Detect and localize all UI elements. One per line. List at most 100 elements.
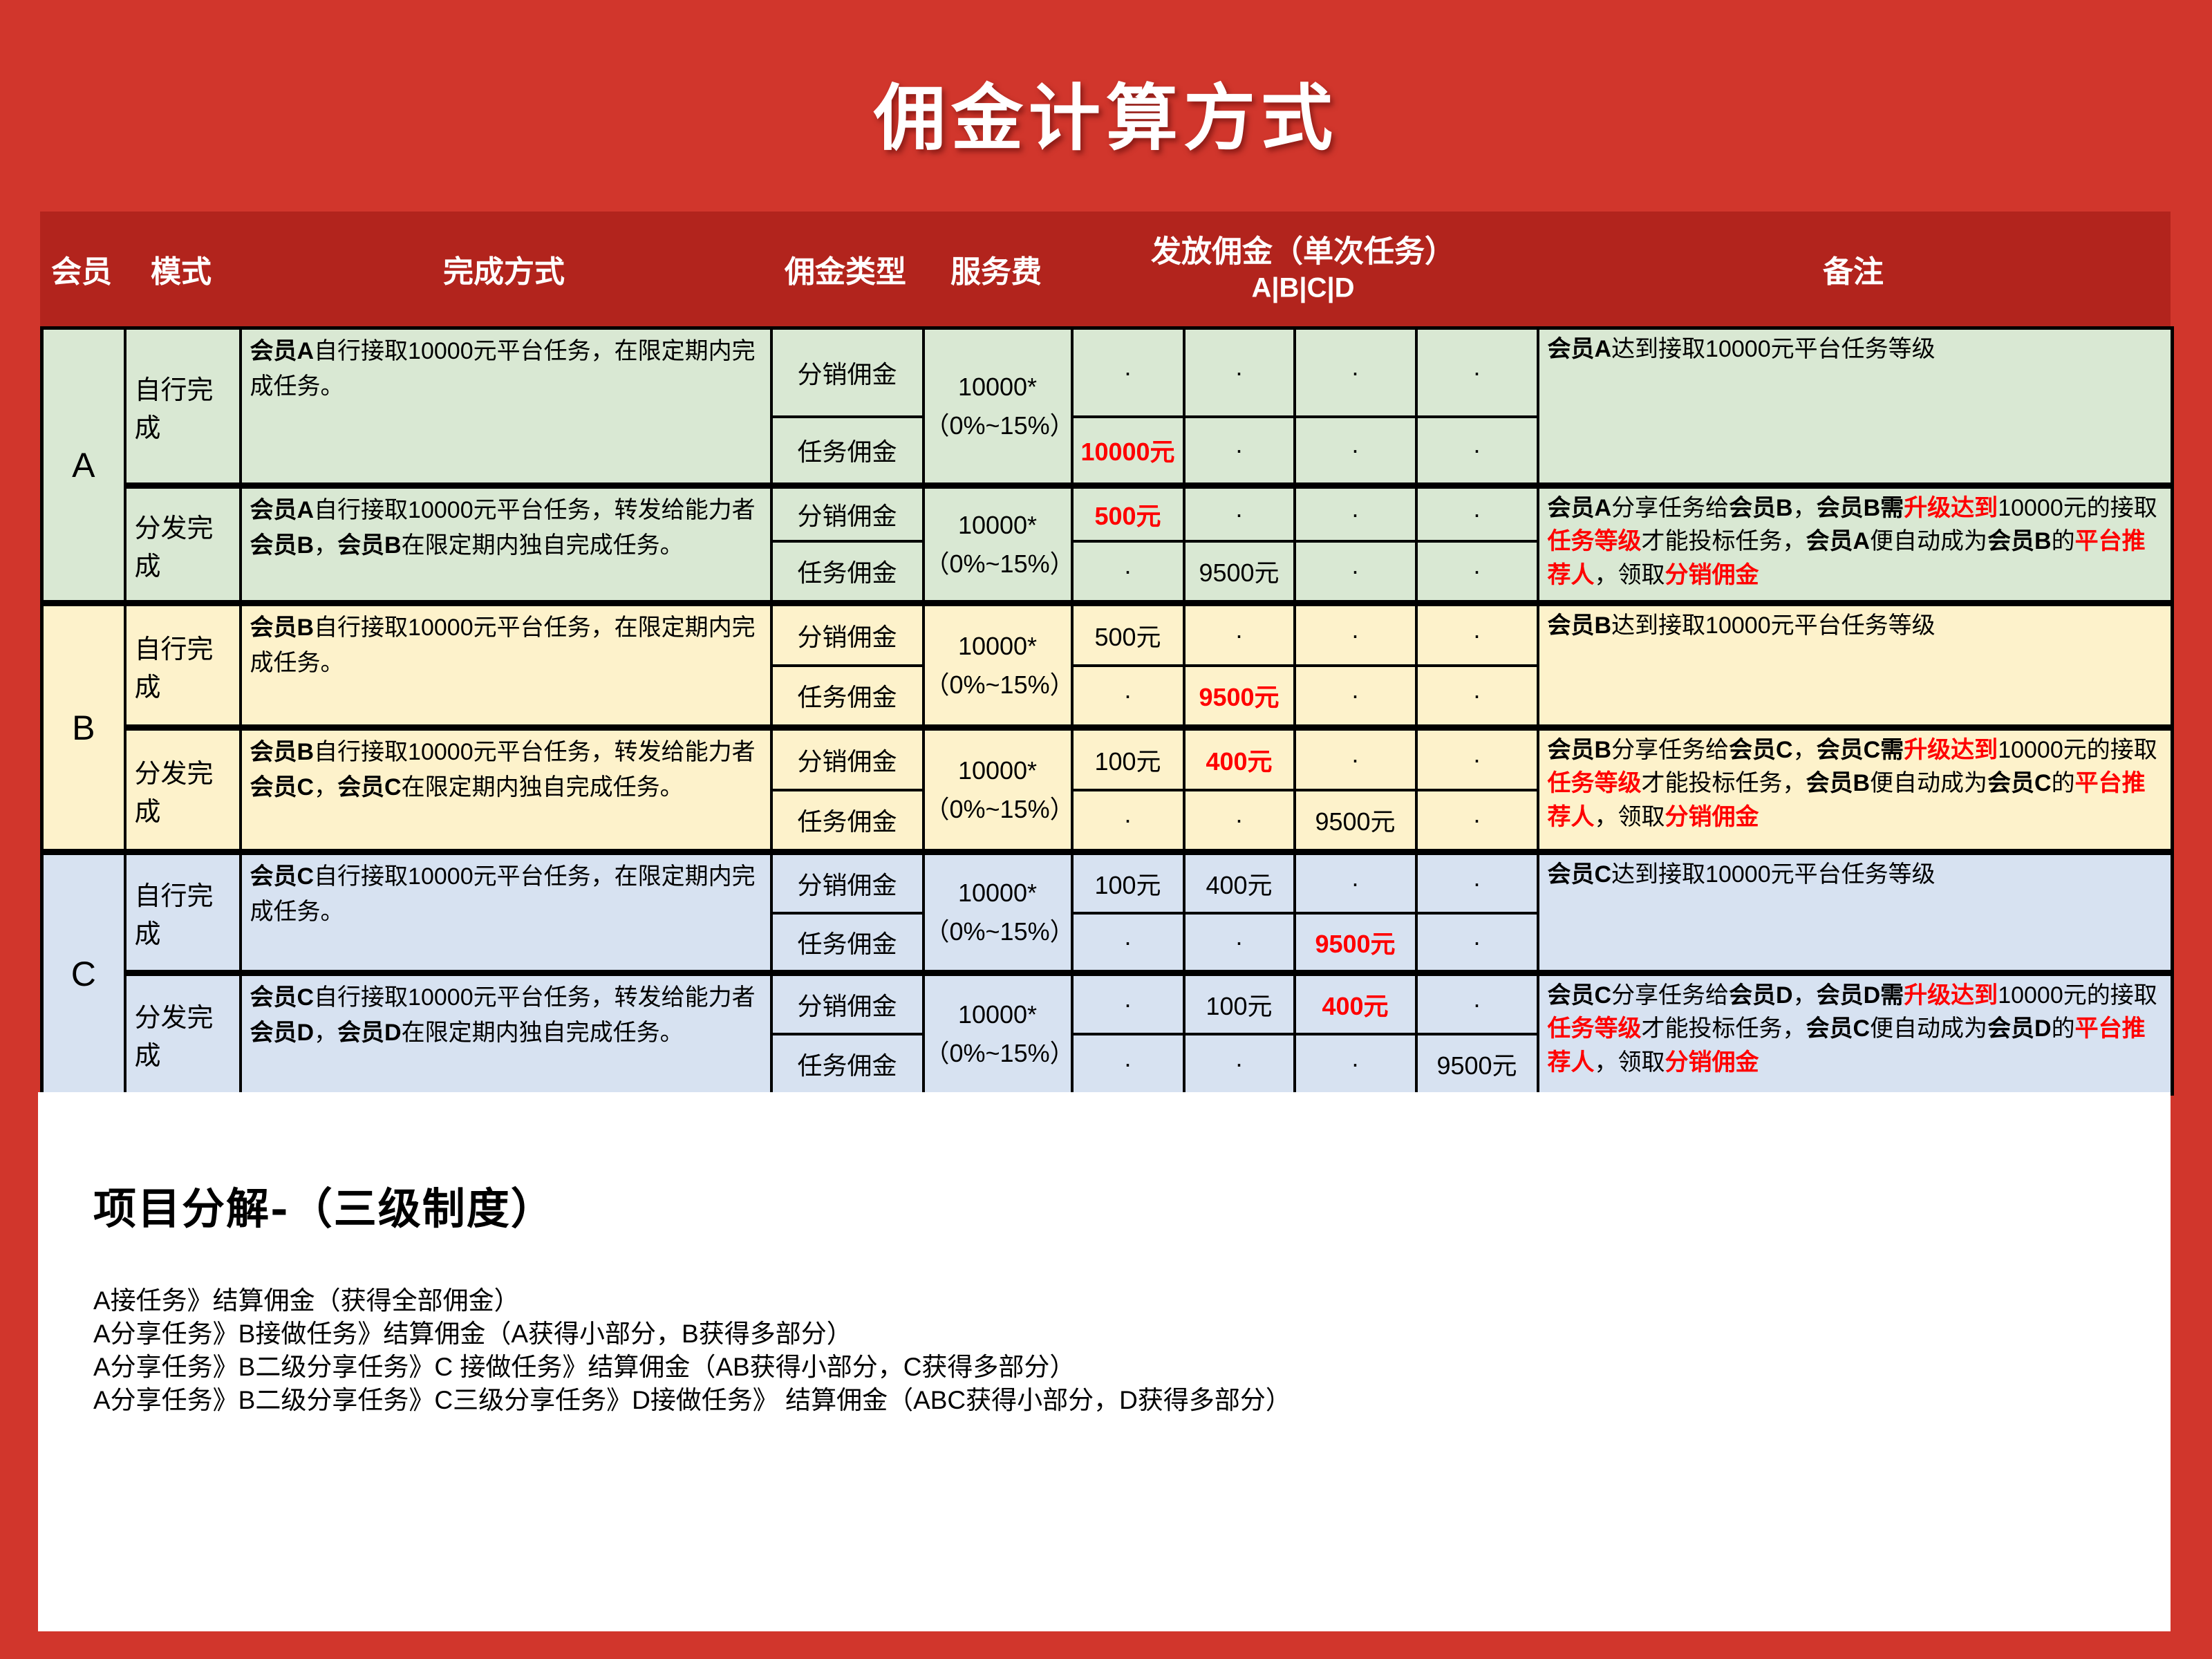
payout-cell-a: ·	[1070, 664, 1185, 729]
commission-type-cell: 任务佣金	[769, 1032, 925, 1096]
desc-cell: 会员B自行接取10000元平台任务，在限定期内完成任务。	[238, 600, 773, 729]
commission-type-cell: 分销佣金	[769, 724, 925, 791]
desc-cell: 会员C自行接取10000元平台任务，转发给能力者会员D，会员D在限定期内独自完成…	[238, 970, 773, 1096]
table-row: B 自行完成 会员B自行接取10000元平台任务，在限定期内完成任务。 分销佣金…	[40, 600, 2174, 854]
payout-cell-a: ·	[1070, 539, 1185, 605]
payout-cell-a: 100元	[1070, 724, 1185, 791]
mode-cell: 自行完成	[123, 849, 242, 975]
payout-cell-b: ·	[1182, 788, 1296, 854]
header-label-commission-type: 佣金类型	[785, 255, 906, 289]
payout-cell-b: ·	[1182, 600, 1296, 667]
breakdown-line: A分享任务》B二级分享任务》C 接做任务》结算佣金（AB获得小部分，C获得多部分…	[93, 1353, 1076, 1381]
payout-cell-c: ·	[1293, 849, 1418, 915]
table-row: C 自行完成 会员C自行接取10000元平台任务，在限定期内完成任务。 分销佣金…	[40, 849, 2174, 1096]
table-row: 分发完成 会员B自行接取10000元平台任务，转发给能力者会员C，会员C在限定期…	[42, 724, 2174, 854]
breakdown-line: A接任务》结算佣金（获得全部佣金）	[93, 1286, 520, 1315]
payout-cell-a: ·	[1070, 326, 1185, 418]
header-label-member: 会员	[51, 255, 112, 289]
payout-cell-a: 100元	[1070, 849, 1185, 915]
commission-table: A 自行完成 会员A自行接取10000元平台任务，在限定期内完成任务。 分销佣金…	[40, 326, 2174, 1096]
payout-cell-b: 9500元	[1182, 664, 1296, 729]
remark-cell: 会员C分享任务给会员D，会员D需升级达到10000元的接取任务等级才能投标任务，…	[1536, 970, 2174, 1096]
remark-cell: 会员B达到接取10000元平台任务等级	[1536, 600, 2174, 729]
payout-cell-b: ·	[1182, 1032, 1296, 1096]
payout-cell-d: ·	[1414, 849, 1539, 915]
desc-cell: 会员B自行接取10000元平台任务，转发给能力者会员C，会员C在限定期内独自完成…	[238, 724, 773, 854]
payout-cell-d: ·	[1414, 664, 1539, 729]
payout-cell-d: ·	[1414, 482, 1539, 543]
breakdown-line: A分享任务》B二级分享任务》C三级分享任务》D接做任务》 结算佣金（ABC获得小…	[93, 1386, 1291, 1414]
payout-cell-c: ·	[1293, 326, 1418, 418]
payout-cell-b: ·	[1182, 482, 1296, 543]
payout-cell-d: ·	[1414, 911, 1539, 975]
payout-cell-d: ·	[1414, 600, 1539, 667]
breakdown-lines: A接任务》结算佣金（获得全部佣金） A分享任务》B接做任务》结算佣金（A获得小部…	[93, 1284, 1291, 1417]
breakdown-line: A分享任务》B接做任务》结算佣金（A获得小部分，B获得多部分）	[93, 1320, 852, 1348]
payout-cell-c: ·	[1293, 664, 1418, 729]
payout-cell-c: ·	[1293, 415, 1418, 487]
payout-cell-c: 9500元	[1293, 911, 1418, 975]
service-fee-cell: 10000* （0%~15%）	[921, 600, 1074, 729]
commission-type-cell: 任务佣金	[769, 415, 925, 487]
service-fee-cell: 10000* （0%~15%）	[921, 849, 1074, 975]
mode-cell: 分发完成	[123, 724, 242, 854]
payout-cell-c: ·	[1293, 1032, 1418, 1096]
header-label-method: 完成方式	[443, 255, 565, 289]
page-title: 佣金计算方式	[873, 75, 1338, 160]
payout-cell-b: 400元	[1182, 849, 1296, 915]
payout-cell-a: ·	[1070, 970, 1185, 1035]
payout-cell-b: ·	[1182, 326, 1296, 418]
member-cell-b: B	[40, 600, 126, 854]
payout-cell-c: ·	[1293, 539, 1418, 605]
payout-cell-d: ·	[1414, 970, 1539, 1035]
mode-cell: 分发完成	[123, 482, 242, 605]
desc-cell: 会员A自行接取10000元平台任务，转发给能力者会员B，会员B在限定期内独自完成…	[238, 482, 773, 605]
payout-cell-d: ·	[1414, 724, 1539, 791]
payout-cell-d: 9500元	[1414, 1032, 1539, 1096]
table-row: A 自行完成 会员A自行接取10000元平台任务，在限定期内完成任务。 分销佣金…	[40, 326, 2174, 605]
payout-cell-d: ·	[1414, 415, 1539, 487]
table-row: 任务佣金 · · 9500元 ·	[42, 788, 2173, 854]
commission-type-cell: 任务佣金	[769, 664, 925, 729]
payout-cell-a: ·	[1070, 911, 1185, 975]
header-label-remark: 备注	[1823, 255, 1884, 289]
mode-cell: 分发完成	[123, 970, 242, 1096]
commission-type-cell: 分销佣金	[769, 970, 925, 1035]
desc-cell: 会员A自行接取10000元平台任务，在限定期内完成任务。	[238, 326, 773, 487]
table-row: 任务佣金 10000元 · · ·	[42, 415, 2173, 487]
commission-type-cell: 任务佣金	[769, 539, 925, 605]
service-fee-cell: 10000* （0%~15%）	[921, 326, 1074, 487]
remark-cell: 会员B分享任务给会员C，会员C需升级达到10000元的接取任务等级才能投标任务，…	[1536, 724, 2174, 854]
table-row: 任务佣金 · · · 9500元	[42, 1032, 2173, 1096]
payout-cell-d: ·	[1414, 788, 1539, 854]
payout-cell-c: ·	[1293, 482, 1418, 543]
payout-cell-a: ·	[1070, 788, 1185, 854]
commission-type-cell: 分销佣金	[769, 482, 925, 543]
payout-cell-c: ·	[1293, 600, 1418, 667]
payout-cell-b: 400元	[1182, 724, 1296, 791]
breakdown-panel: 项目分解-（三级制度） A接任务》结算佣金（获得全部佣金） A分享任务》B接做任…	[38, 1092, 2171, 1631]
table-row: 任务佣金 · · 9500元 ·	[42, 911, 2173, 975]
payout-cell-a: 10000元	[1070, 415, 1185, 487]
table-row: 任务佣金 · 9500元 · ·	[42, 539, 2173, 605]
commission-type-cell: 分销佣金	[769, 600, 925, 667]
payout-cell-d: ·	[1414, 539, 1539, 605]
desc-cell: 会员C自行接取10000元平台任务，在限定期内完成任务。	[238, 849, 773, 975]
header-label-payout-title: 发放佣金（单次任务）	[1151, 234, 1455, 269]
payout-cell-b: 100元	[1182, 970, 1296, 1035]
mode-cell: 自行完成	[123, 600, 242, 729]
payout-cell-c: 400元	[1293, 970, 1418, 1035]
commission-type-cell: 分销佣金	[769, 326, 925, 418]
payout-cell-a: ·	[1070, 1032, 1185, 1096]
member-cell-c: C	[40, 849, 126, 1096]
table-row: 分发完成 会员C自行接取10000元平台任务，转发给能力者会员D，会员D在限定期…	[42, 970, 2174, 1096]
payout-cell-c: ·	[1293, 724, 1418, 791]
remark-cell: 会员C达到接取10000元平台任务等级	[1536, 849, 2174, 975]
service-fee-cell: 10000* （0%~15%）	[921, 724, 1074, 854]
remark-cell: 会员A达到接取10000元平台任务等级	[1536, 326, 2174, 487]
header-label-mode: 模式	[151, 255, 212, 289]
commission-type-cell: 任务佣金	[769, 911, 925, 975]
member-cell-a: A	[40, 326, 126, 605]
payout-cell-d: ·	[1414, 326, 1539, 418]
